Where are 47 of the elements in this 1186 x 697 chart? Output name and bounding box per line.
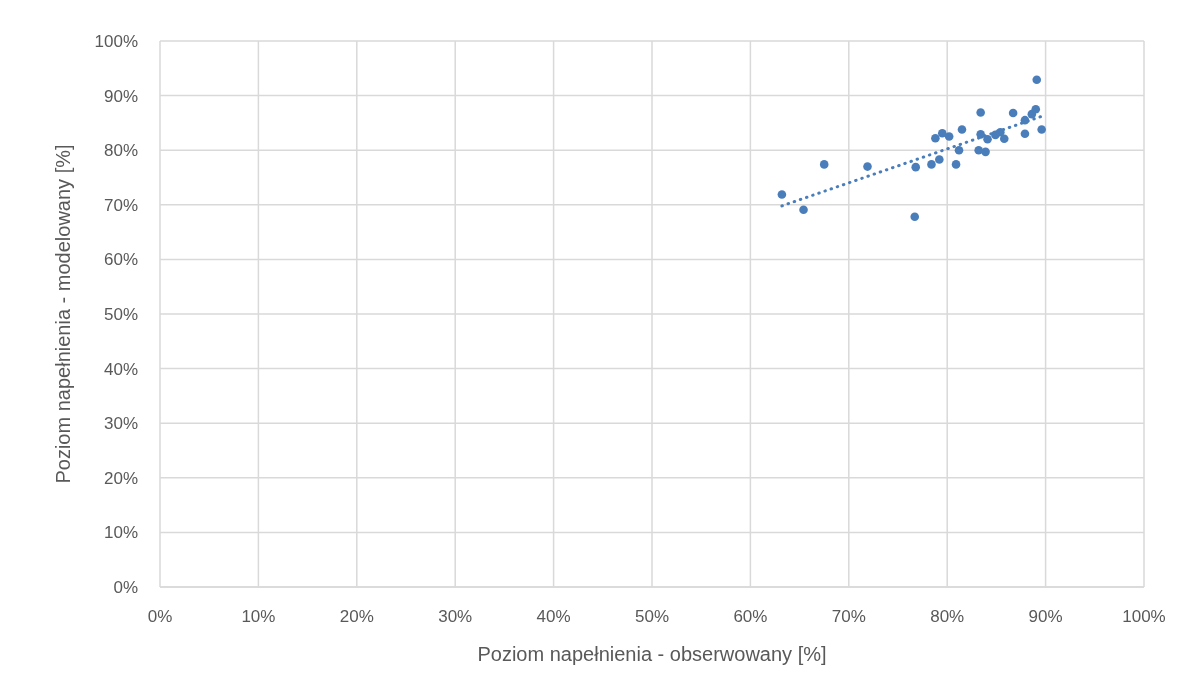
point xyxy=(976,108,985,117)
x-tick-label: 10% xyxy=(241,607,276,626)
point xyxy=(954,145,964,155)
y-tick-label: 70% xyxy=(103,195,138,215)
point xyxy=(957,125,967,134)
x-tick-label: 0% xyxy=(147,607,173,626)
point xyxy=(819,160,829,169)
point xyxy=(1020,129,1030,139)
y-tick-label: 0% xyxy=(113,578,138,597)
y-axis-title: Poziom napełnienia - modelowany [%] xyxy=(52,144,74,484)
x-tick-label: 40% xyxy=(536,607,571,626)
point xyxy=(1008,108,1018,118)
y-tick-label: 60% xyxy=(103,250,138,270)
x-tick-label: 20% xyxy=(339,607,374,626)
point xyxy=(931,133,940,143)
point xyxy=(951,160,961,169)
point xyxy=(910,212,920,222)
y-tick-label: 50% xyxy=(103,305,138,324)
x-axis-title: Poziom napełnienia - obserwowany [%] xyxy=(477,643,827,665)
y-tick-label: 80% xyxy=(103,141,138,161)
y-tick-label: 40% xyxy=(103,359,138,379)
x-tick-label: 30% xyxy=(438,607,473,626)
y-tick-label: 90% xyxy=(103,86,138,106)
point xyxy=(777,190,787,199)
point xyxy=(799,205,808,215)
point xyxy=(981,147,990,157)
x-tick-label: 60% xyxy=(733,607,768,626)
x-tick-label: 70% xyxy=(831,607,866,626)
point xyxy=(1032,75,1042,85)
point xyxy=(863,162,872,171)
point xyxy=(999,134,1009,144)
y-tick-label: 20% xyxy=(103,468,138,488)
x-tick-label: 50% xyxy=(634,607,670,626)
point xyxy=(935,155,944,164)
x-tick-label: 90% xyxy=(1028,607,1063,626)
y-tick-label: 100% xyxy=(94,32,138,51)
point xyxy=(937,128,947,138)
point xyxy=(1031,104,1041,114)
point xyxy=(944,132,954,141)
x-tick-label: 100% xyxy=(1122,607,1166,626)
x-tick-label: 80% xyxy=(930,607,965,626)
y-tick-label: 10% xyxy=(103,523,138,543)
y-tick-label: 30% xyxy=(103,414,138,434)
point xyxy=(1037,125,1046,134)
point xyxy=(983,134,992,144)
point xyxy=(911,162,921,172)
point xyxy=(927,160,936,169)
